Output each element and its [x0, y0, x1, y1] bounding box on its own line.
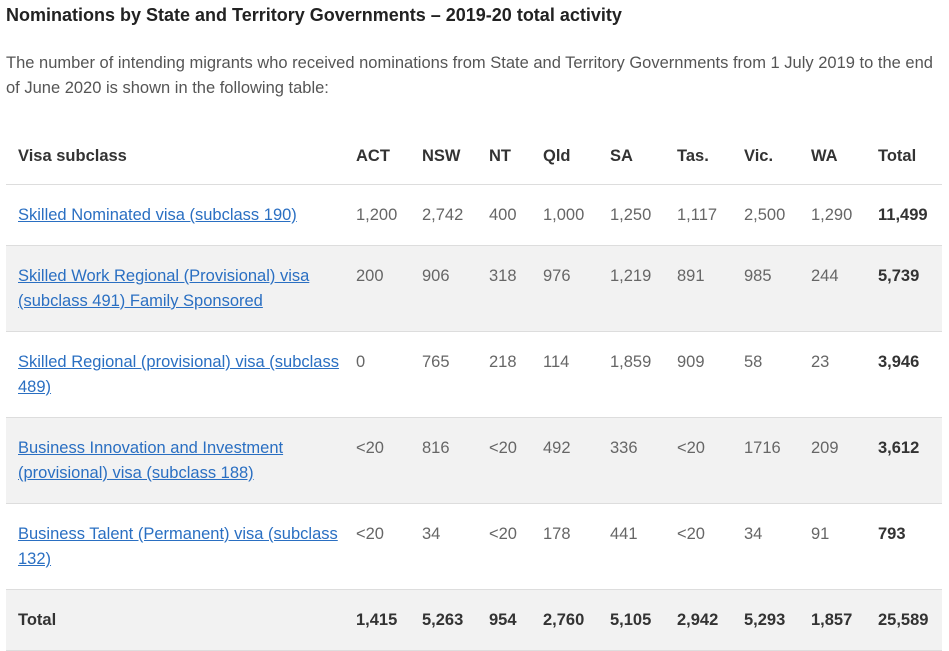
value-cell: 891	[667, 245, 734, 332]
column-header: Tas.	[677, 146, 709, 165]
column-header: NT	[489, 146, 511, 165]
table-header-row: Visa subclass ACT NSW NT Qld SA Tas. Vic. WA Tota…	[6, 128, 942, 185]
table-row: Skilled Nominated visa (subclass 190) 1,2…	[6, 184, 942, 246]
total-value-cell: 1,857	[801, 589, 868, 651]
column-header: SA	[610, 146, 633, 165]
value-cell: 0	[346, 331, 412, 418]
visa-cell: Skilled Regional (provisional) visa (sub…	[6, 331, 346, 418]
value-cell: 1,200	[346, 184, 412, 246]
value-cell: 200	[346, 245, 412, 332]
value-cell: 909	[667, 331, 734, 418]
row-total-cell: 11,499	[868, 184, 942, 246]
value-cell: 1716	[734, 417, 801, 504]
value-cell: 441	[600, 503, 667, 590]
value-cell: 1,219	[600, 245, 667, 332]
value-cell: <20	[479, 503, 533, 590]
visa-cell: Business Innovation and Investment (prov…	[6, 417, 346, 504]
total-row: Total 1,415 5,263 954 2,760 5,105 2,942 5,293 1,…	[6, 589, 942, 651]
value-cell: 218	[479, 331, 533, 418]
visa-cell: Skilled Work Regional (Provisional) visa…	[6, 245, 346, 332]
value-cell: 2,742	[412, 184, 479, 246]
column-header: WA	[811, 146, 838, 165]
value-cell: 91	[801, 503, 868, 590]
column-header: Qld	[543, 146, 571, 165]
intro-text: The number of intending migrants who rec…	[6, 54, 933, 97]
total-label: Total	[6, 589, 346, 651]
value-cell: 34	[412, 503, 479, 590]
total-value-cell: 954	[479, 589, 533, 651]
value-cell: 1,117	[667, 184, 734, 246]
value-cell: 209	[801, 417, 868, 504]
value-cell: <20	[346, 417, 412, 504]
total-value-cell: 5,105	[600, 589, 667, 651]
value-cell: 1,000	[533, 184, 600, 246]
grand-total-cell: 25,589	[868, 589, 942, 651]
total-value-cell: 2,760	[533, 589, 600, 651]
column-header: Total	[878, 146, 917, 165]
column-header: NSW	[422, 146, 461, 165]
table-row: Skilled Work Regional (Provisional) visa…	[6, 245, 942, 332]
row-total-cell: 5,739	[868, 245, 942, 332]
value-cell: 23	[801, 331, 868, 418]
column-header: ACT	[356, 146, 390, 165]
value-cell: <20	[667, 417, 734, 504]
row-total-cell: 3,946	[868, 331, 942, 418]
value-cell: 816	[412, 417, 479, 504]
visa-link[interactable]: Skilled Work Regional (Provisional) visa…	[18, 267, 310, 310]
value-cell: 178	[533, 503, 600, 590]
total-value-cell: 5,263	[412, 589, 479, 651]
row-total-cell: 793	[868, 503, 942, 590]
value-cell: <20	[667, 503, 734, 590]
value-cell: 1,859	[600, 331, 667, 418]
table-row: Skilled Regional (provisional) visa (sub…	[6, 331, 942, 418]
value-cell: 765	[412, 331, 479, 418]
nominations-table: Visa subclass ACT NSW NT Qld SA Tas. Vic. WA Tota…	[6, 128, 942, 651]
value-cell: 985	[734, 245, 801, 332]
value-cell: <20	[346, 503, 412, 590]
value-cell: 1,290	[801, 184, 868, 246]
visa-link[interactable]: Skilled Nominated visa (subclass 190)	[18, 206, 297, 224]
value-cell: 318	[479, 245, 533, 332]
table-row: Business Innovation and Investment (prov…	[6, 417, 942, 504]
value-cell: 976	[533, 245, 600, 332]
total-value-cell: 1,415	[346, 589, 412, 651]
value-cell: 244	[801, 245, 868, 332]
value-cell: 906	[412, 245, 479, 332]
value-cell: 400	[479, 184, 533, 246]
row-total-cell: 3,612	[868, 417, 942, 504]
visa-cell: Business Talent (Permanent) visa (subcla…	[6, 503, 346, 590]
value-cell: 114	[533, 331, 600, 418]
value-cell: 34	[734, 503, 801, 590]
value-cell: 58	[734, 331, 801, 418]
column-header: Visa subclass	[18, 146, 127, 165]
value-cell: 2,500	[734, 184, 801, 246]
visa-link[interactable]: Business Talent (Permanent) visa (subcla…	[18, 525, 338, 568]
visa-cell: Skilled Nominated visa (subclass 190)	[6, 184, 346, 246]
column-header: Vic.	[744, 146, 774, 165]
value-cell: 1,250	[600, 184, 667, 246]
value-cell: 336	[600, 417, 667, 504]
total-value-cell: 5,293	[734, 589, 801, 651]
value-cell: <20	[479, 417, 533, 504]
total-value-cell: 2,942	[667, 589, 734, 651]
page-title: Nominations by State and Territory Gover…	[6, 5, 622, 25]
visa-link[interactable]: Business Innovation and Investment (prov…	[18, 439, 284, 482]
value-cell: 492	[533, 417, 600, 504]
table-row: Business Talent (Permanent) visa (subcla…	[6, 503, 942, 590]
visa-link[interactable]: Skilled Regional (provisional) visa (sub…	[18, 353, 339, 396]
